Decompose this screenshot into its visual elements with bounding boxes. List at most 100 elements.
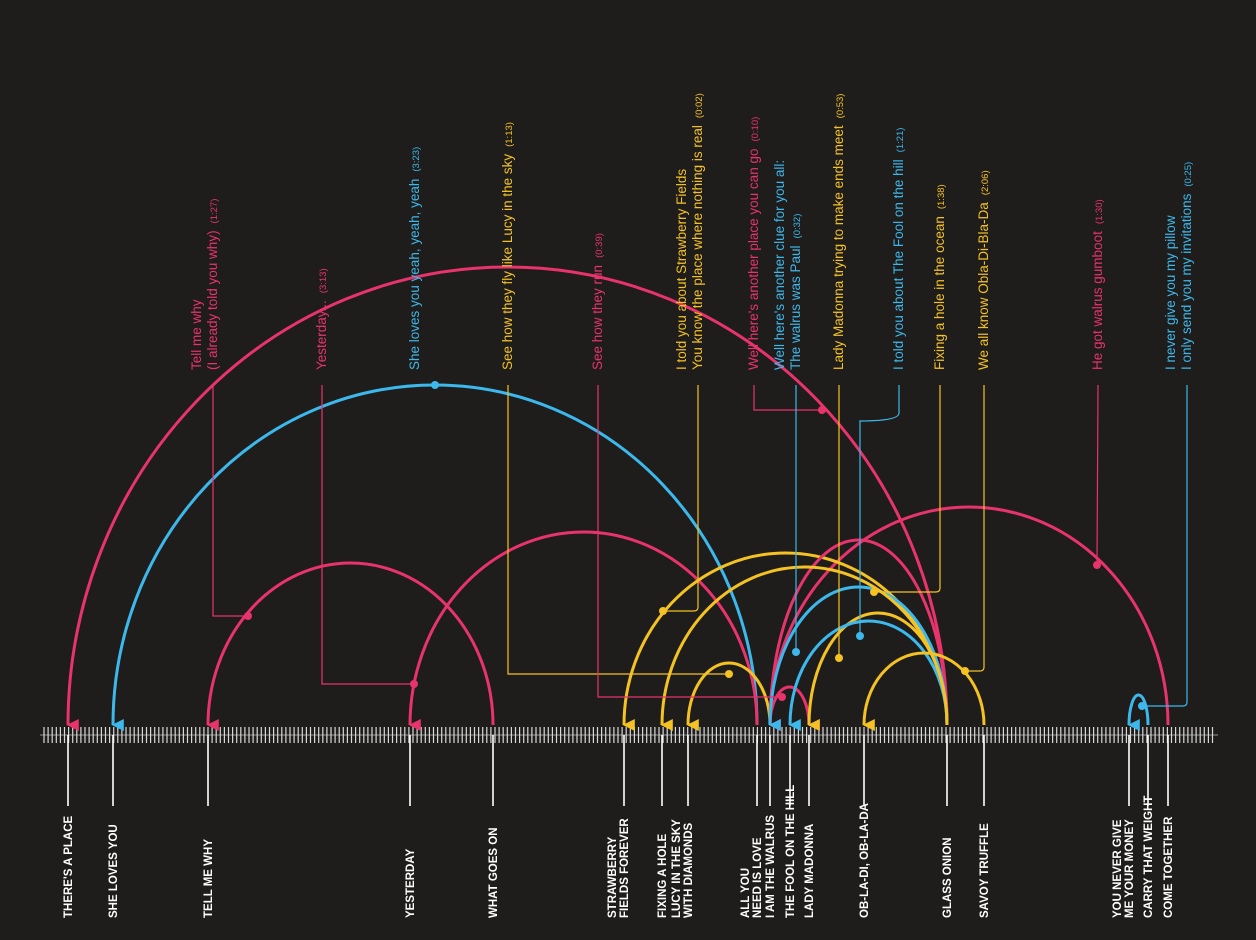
callout-ref-pillow: I never give you my pillow I only send yo… — [1138, 162, 1194, 710]
song-label-lady-madonna: LADY MADONNA — [804, 735, 816, 918]
lyric-text: He got walrus gumboot — [1090, 231, 1105, 370]
callout-dot — [1138, 702, 1146, 710]
callout-dot — [725, 670, 733, 678]
reference-arc — [66, 265, 949, 732]
lyric-timestamp: (1:38) — [936, 184, 947, 209]
lyric-text: Yesterday... — [314, 300, 329, 370]
callout-leader — [212, 385, 248, 617]
lyric-text: (I already told you why) — [205, 230, 220, 370]
song-label-theres-a-place: THERE'S A PLACE — [63, 735, 75, 918]
callout-leader — [321, 385, 414, 685]
song-title-text: SAVOY TRUFFLE — [979, 823, 991, 918]
callout-leader — [663, 385, 699, 612]
song-title-text: YESTERDAY — [405, 848, 417, 918]
reference-arc — [768, 505, 1170, 732]
callout-dot — [244, 612, 252, 620]
song-title-text: GLASS ONION — [942, 837, 954, 918]
song-label-savoy-truffle: SAVOY TRUFFLE — [979, 735, 991, 918]
callout-dot — [778, 693, 786, 701]
song-labels: THERE'S A PLACE SHE LOVES YOU TELL ME WHY Y… — [63, 735, 1175, 918]
timeline-axis — [40, 727, 1218, 743]
callout-ref-she-loves-you: She loves you yeah, yeah, yeah (3:23) — [407, 147, 439, 389]
song-label-carry-that-weight: CARRY THAT WEIGHT — [1143, 735, 1155, 918]
reference-arc — [408, 530, 759, 732]
callout-leader — [753, 385, 822, 411]
lyric-text: You know the place where nothing is real — [690, 125, 705, 370]
song-label-i-am-the-walrus: I AM THE WALRUS — [765, 735, 777, 918]
callout-dot — [870, 588, 878, 596]
song-title-text: ME YOUR MONEY — [1124, 819, 1136, 918]
song-title-text: STRAWBERRY — [607, 836, 619, 918]
song-title-text: WITH DIAMONDS — [683, 822, 695, 918]
reference-ref-yesterday — [408, 530, 759, 732]
reference-arc — [1127, 693, 1150, 732]
lyric-text: Well here's another place you can go — [746, 149, 761, 370]
reference-ref-another-place — [768, 538, 949, 732]
reference-ref-come-together — [768, 505, 1170, 732]
callout-ref-lady-madonna: Lady Madonna trying to make ends meet (0:… — [831, 94, 846, 662]
callout-dot — [818, 406, 826, 414]
reference-ref-walrus-paul — [768, 585, 949, 732]
lyric-text: We all know Obla-Di-Bla-Da — [976, 202, 991, 370]
reference-arc — [206, 561, 495, 732]
callout-ref-tell-me-why: Tell me why (I already told you why) (1:27… — [189, 199, 252, 620]
lyric-text: See how they fly like Lucy in the sky — [500, 154, 515, 370]
callout-dot — [431, 381, 439, 389]
lyric-timestamp: (2:06) — [980, 170, 991, 195]
song-label-glass-onion: GLASS ONION — [942, 735, 954, 918]
song-label-tell-me-why: TELL ME WHY — [203, 735, 215, 918]
callout-ref-another-place: Well here's another place you can go (0:1… — [746, 117, 826, 414]
song-title-text: ALL YOU — [740, 868, 752, 918]
callout-ref-see-how-they-run: See how they run (0:39) — [590, 233, 786, 701]
song-title-text: SHE LOVES YOU — [108, 824, 120, 918]
song-label-strawberry-fields: STRAWBERRY FIELDS FOREVER — [607, 735, 631, 918]
song-label-yesterday: YESTERDAY — [405, 735, 417, 918]
reference-arc — [862, 651, 986, 732]
song-title-text: NEED IS LOVE — [752, 837, 764, 918]
lyric-text: I told you about Strawberry Fields — [674, 169, 689, 370]
song-title-text: WHAT GOES ON — [488, 827, 500, 918]
lyric-timestamp: (0:02) — [694, 93, 705, 118]
callout-dot — [856, 632, 864, 640]
song-title-text: COME TOGETHER — [1163, 816, 1175, 918]
callout-ref-come-together: He got walrus gumboot (1:30) — [1090, 199, 1105, 569]
callout-leader — [597, 385, 782, 698]
callout-dot — [410, 680, 418, 688]
song-title-text: YOU NEVER GIVE — [1112, 819, 1124, 918]
lyric-callouts: She loves you yeah, yeah, yeah (3:23) Tell… — [189, 93, 1194, 710]
lyric-text: I told you about The Fool on the hill — [891, 159, 906, 370]
song-title-text: THE FOOL ON THE HILL — [785, 785, 797, 918]
lyric-text: I only send you my invitations — [1179, 193, 1194, 370]
song-label-come-together: COME TOGETHER — [1163, 735, 1175, 918]
lyric-timestamp: (1:30) — [1094, 199, 1105, 224]
callout-ref-yesterday: Yesterday... (3:13) — [314, 268, 418, 688]
song-label-lucy: LUCY IN THE SKY WITH DIAMONDS — [671, 735, 695, 918]
lyric-text: Fixing a hole in the ocean — [932, 216, 947, 370]
lyric-timestamp: (3:13) — [318, 268, 329, 293]
reference-ref-obladi — [862, 651, 986, 732]
callout-dot — [1093, 561, 1101, 569]
lyric-text: Well here's another clue for you all: — [772, 160, 787, 370]
callout-dot — [792, 648, 800, 656]
callout-ref-lucy-sky: See how they fly like Lucy in the sky (1:… — [500, 122, 733, 678]
lyric-text: Lady Madonna trying to make ends meet — [831, 125, 846, 370]
song-title-text: TELL ME WHY — [203, 839, 215, 918]
lyric-timestamp: (1:27) — [209, 199, 220, 224]
song-title-text: OB-LA-DI, OB-LA-DA — [859, 803, 871, 918]
lyric-timestamp: (0:10) — [750, 117, 761, 142]
reference-ref-pillow — [1127, 693, 1150, 732]
song-title-text: LADY MADONNA — [804, 824, 816, 918]
song-label-she-loves-you: SHE LOVES YOU — [108, 735, 120, 918]
song-title-text: FIXING A HOLE — [657, 834, 669, 918]
reference-ref-tell-me-why — [206, 561, 495, 732]
reference-arc — [686, 661, 772, 732]
callout-leader — [507, 385, 729, 675]
callout-ref-fool-hill: I told you about The Fool on the hill (1:… — [856, 128, 906, 640]
lyric-text: Tell me why — [189, 299, 204, 370]
callout-ref-obladi: We all know Obla-Di-Bla-Da (2:06) — [961, 170, 991, 675]
callout-dot — [835, 654, 843, 662]
reference-arc — [788, 619, 949, 732]
song-title-text: LUCY IN THE SKY — [671, 819, 683, 918]
